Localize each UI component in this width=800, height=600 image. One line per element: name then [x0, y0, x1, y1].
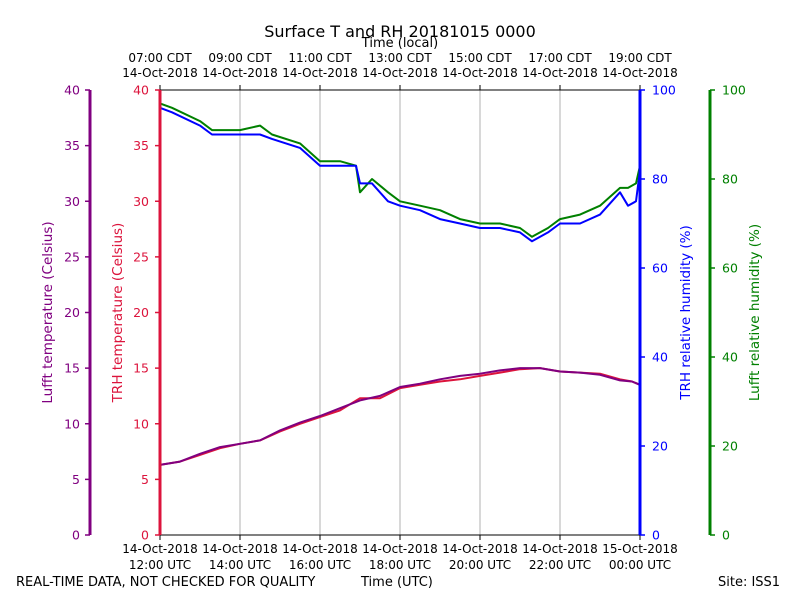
- y-tick-label-lufft-rh: 40: [722, 350, 738, 365]
- y-tick-label-lufft-temp: 10: [64, 416, 80, 431]
- x-tick-label-top-date: 14-Oct-2018: [362, 66, 438, 80]
- y-tick-label-trh-temp: 25: [133, 249, 149, 264]
- y-tick-label-trh-rh: 0: [652, 528, 660, 543]
- y-tick-label-lufft-temp: 25: [64, 249, 80, 264]
- y-tick-label-lufft-rh: 60: [722, 261, 738, 276]
- x-tick-label-top-date: 14-Oct-2018: [282, 66, 358, 80]
- site-label: Site: ISS1: [718, 575, 781, 590]
- y-tick-label-lufft-rh: 100: [722, 83, 746, 98]
- y-tick-label-lufft-rh: 20: [722, 439, 738, 454]
- y-tick-label-trh-temp: 40: [133, 83, 149, 98]
- x-tick-label-bottom-date: 14-Oct-2018: [202, 542, 278, 556]
- y-tick-label-lufft-temp: 30: [64, 194, 80, 209]
- y-tick-label-trh-temp: 10: [133, 416, 149, 431]
- y-tick-label-lufft-temp: 20: [64, 305, 80, 320]
- y-tick-label-trh-temp: 20: [133, 305, 149, 320]
- series-layer: [159, 102, 641, 466]
- x-tick-label-top-time: 07:00 CDT: [128, 51, 192, 65]
- y-tick-label-lufft-rh: 80: [722, 172, 738, 187]
- y-tick-label-trh-temp: 30: [133, 194, 149, 209]
- x-tick-label-bottom-time: 00:00 UTC: [609, 558, 671, 572]
- x-tick-label-bottom-time: 16:00 UTC: [289, 558, 351, 572]
- x-tick-label-top-time: 09:00 CDT: [208, 51, 272, 65]
- x-tick-label-top-date: 14-Oct-2018: [522, 66, 598, 80]
- grid-lines: [239, 90, 561, 535]
- x-tick-label-top-date: 14-Oct-2018: [122, 66, 198, 80]
- series-line-lufft-rh: [159, 102, 641, 238]
- series-line-trh-rh: [159, 106, 641, 243]
- y-tick-label-trh-rh: 40: [652, 350, 668, 365]
- y-tick-label-trh-temp: 0: [141, 528, 149, 543]
- x-tick-label-bottom-time: 22:00 UTC: [529, 558, 591, 572]
- y-tick-label-trh-rh: 60: [652, 261, 668, 276]
- x-tick-label-bottom-date: 14-Oct-2018: [122, 542, 198, 556]
- y-tick-label-trh-rh: 20: [652, 439, 668, 454]
- x-axis-label-top: Time (local): [361, 36, 438, 51]
- y-tick-label-lufft-temp: 35: [64, 138, 80, 153]
- y-tick-label-lufft-rh: 0: [722, 528, 730, 543]
- x-tick-label-bottom-date: 14-Oct-2018: [282, 542, 358, 556]
- x-tick-label-top-time: 17:00 CDT: [528, 51, 592, 65]
- y-tick-label-trh-temp: 35: [133, 138, 149, 153]
- x-tick-label-bottom-date: 14-Oct-2018: [442, 542, 518, 556]
- y-tick-label-lufft-temp: 0: [72, 528, 80, 543]
- x-tick-label-bottom-time: 12:00 UTC: [129, 558, 191, 572]
- y-tick-label-trh-temp: 15: [133, 361, 149, 376]
- y-axis-label-lufft-temp: Lufft temperature (Celsius): [40, 221, 56, 403]
- x-tick-label-bottom-date: 14-Oct-2018: [362, 542, 438, 556]
- y-tick-label-trh-rh: 80: [652, 172, 668, 187]
- y-tick-label-lufft-temp: 5: [72, 472, 80, 487]
- x-tick-label-top-date: 14-Oct-2018: [602, 66, 678, 80]
- y-tick-label-lufft-temp: 40: [64, 83, 80, 98]
- chart-title: Surface T and RH 20181015 0000: [264, 22, 536, 41]
- x-tick-label-bottom-time: 20:00 UTC: [449, 558, 511, 572]
- quality-note: REAL-TIME DATA, NOT CHECKED FOR QUALITY: [16, 575, 316, 590]
- x-tick-label-top-date: 14-Oct-2018: [202, 66, 278, 80]
- x-tick-label-top-time: 15:00 CDT: [448, 51, 512, 65]
- x-tick-label-top-time: 19:00 CDT: [608, 51, 672, 65]
- x-tick-label-bottom-date: 14-Oct-2018: [522, 542, 598, 556]
- y-tick-label-lufft-temp: 15: [64, 361, 80, 376]
- y-tick-label-trh-rh: 100: [652, 83, 676, 98]
- x-tick-label-top-date: 14-Oct-2018: [442, 66, 518, 80]
- y-axis-label-trh-temp: TRH temperature (Celsius): [110, 223, 126, 404]
- y-axis-label-trh-rh: TRH relative humidity (%): [678, 225, 694, 401]
- x-tick-label-bottom-time: 18:00 UTC: [369, 558, 431, 572]
- y-axis-label-lufft-rh: Lufft relative humidity (%): [747, 224, 763, 401]
- x-tick-label-bottom-time: 14:00 UTC: [209, 558, 271, 572]
- series-line-lufft-temp: [159, 367, 641, 466]
- x-tick-label-top-time: 13:00 CDT: [368, 51, 432, 65]
- y-tick-label-trh-temp: 5: [141, 472, 149, 487]
- x-tick-label-top-time: 11:00 CDT: [288, 51, 352, 65]
- x-tick-label-bottom-date: 15-Oct-2018: [602, 542, 678, 556]
- x-axis-label-bottom: Time (UTC): [361, 575, 433, 590]
